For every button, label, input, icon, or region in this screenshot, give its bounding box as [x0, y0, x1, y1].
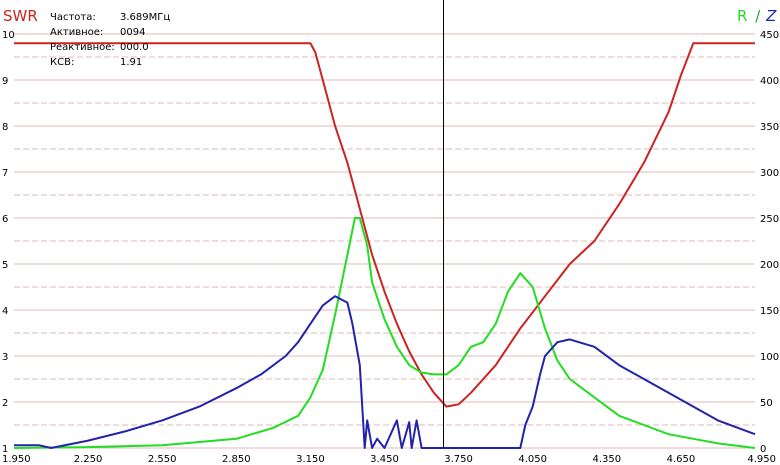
- x-tick-label: 3.450: [370, 454, 399, 465]
- y-left-tick-label: 9: [2, 76, 8, 87]
- active-value: 0094: [120, 27, 145, 38]
- y-right-tick-label: 400: [760, 76, 779, 87]
- y-left-tick-label: 10: [2, 30, 15, 41]
- x-tick-label: 3.750: [444, 454, 473, 465]
- active-label: Активное:: [50, 27, 103, 38]
- freq-value: 3.689МГц: [120, 12, 170, 23]
- series-line-r: [13, 217, 756, 449]
- y-left-tick-label: 5: [2, 260, 8, 271]
- y-left-tick-label: 8: [2, 122, 8, 133]
- y-left-tick-label: 7: [2, 168, 8, 179]
- freq-label: Частота:: [50, 12, 96, 23]
- y-right-tick-label: 200: [760, 260, 779, 271]
- y-right-tick-label: 350: [760, 122, 779, 133]
- rz-axis-title: R / Z: [737, 7, 777, 25]
- y-left-tick-label: 2: [2, 398, 8, 409]
- x-tick-label: 4.050: [518, 454, 547, 465]
- series-line-z: [14, 295, 756, 449]
- y-right-tick-label: 300: [760, 168, 779, 179]
- y-right-tick-label: 250: [760, 214, 779, 225]
- y-right-tick-label: 0: [760, 444, 766, 455]
- series-layer: [13, 42, 756, 449]
- z-title: Z: [765, 7, 777, 25]
- x-tick-label: 1.950: [2, 454, 31, 465]
- swr-axis-title: SWR: [3, 7, 38, 25]
- reactive-value: 000.0: [120, 42, 149, 53]
- y-right-tick-label: 450: [760, 30, 779, 41]
- reactive-label: Реактивное:: [50, 42, 115, 53]
- x-tick-label: 4.950: [747, 454, 776, 465]
- y-left-tick-label: 6: [2, 214, 8, 225]
- series-line-swr: [14, 42, 755, 408]
- swr-label: КСВ:: [50, 57, 74, 68]
- y-left-tick-label: 4: [2, 306, 8, 317]
- y-left-tick-label: 3: [2, 352, 8, 363]
- x-tick-label: 4.650: [667, 454, 696, 465]
- rz-separator: /: [755, 7, 761, 25]
- readout-panel: Частота: 3.689МГц Активное: 0094 Реактив…: [50, 12, 170, 68]
- y-right-tick-label: 50: [760, 398, 773, 409]
- x-tick-label: 3.150: [296, 454, 325, 465]
- y-right-tick-label: 100: [760, 352, 779, 363]
- tick-labels: 10 9 8 7 6 5 4 3 2 1 450 400 350 300 250 200 150 100 50 0 1.…: [2, 30, 779, 465]
- x-tick-label: 2.850: [222, 454, 251, 465]
- x-tick-label: 2.250: [74, 454, 103, 465]
- x-tick-label: 2.550: [148, 454, 177, 465]
- grid-lines: [14, 33, 755, 449]
- r-title: R: [737, 7, 747, 25]
- y-right-tick-label: 150: [760, 306, 779, 317]
- y-left-tick-label: 1: [2, 444, 8, 455]
- x-tick-label: 4.350: [592, 454, 621, 465]
- swr-value: 1.91: [120, 57, 142, 68]
